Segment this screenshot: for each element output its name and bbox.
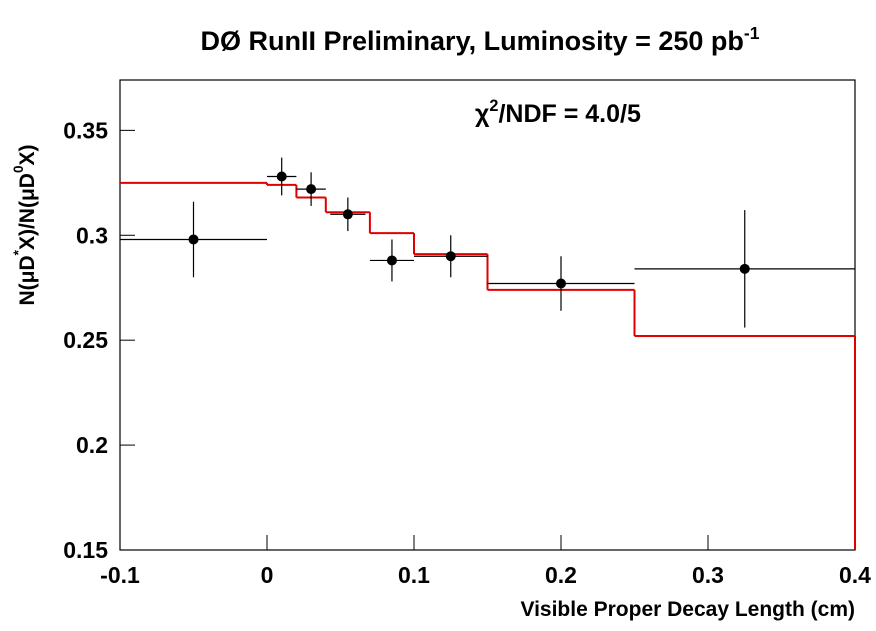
- text-part: X)/N(μD: [16, 173, 39, 250]
- superscript: -1: [744, 23, 760, 43]
- text-part: χ: [475, 100, 490, 128]
- superscript: 2: [489, 97, 498, 115]
- data-point: [276, 171, 287, 182]
- x-tick-label: -0.1: [100, 562, 140, 588]
- annotation: χ2/NDF = 4.0/5: [475, 97, 641, 128]
- x-axis-label: Visible Proper Decay Length (cm): [520, 598, 855, 621]
- data-point: [556, 278, 566, 289]
- data-point: [445, 251, 456, 262]
- superscript: 0: [11, 165, 26, 173]
- y-tick-label: 0.25: [63, 327, 108, 353]
- data-point: [306, 184, 317, 195]
- data-point: [386, 255, 397, 266]
- x-tick-label: 0.4: [839, 562, 871, 588]
- data-point: [739, 263, 750, 274]
- x-tick-label: 0: [261, 562, 274, 588]
- y-tick-label: 0.3: [76, 222, 108, 248]
- y-axis-label: N(μD*X)/N(μD0X): [11, 144, 39, 305]
- plot-frame: [119, 79, 856, 551]
- data-point: [188, 234, 199, 245]
- chart-title: DØ RunII Preliminary, Luminosity = 250 p…: [201, 23, 760, 56]
- text-part: /NDF = 4.0/5: [498, 100, 641, 128]
- y-tick-label: 0.2: [76, 432, 108, 458]
- text-part: X): [16, 144, 39, 165]
- text-part: N(μD: [16, 255, 39, 305]
- y-tick-label: 0.35: [63, 117, 108, 143]
- y-tick-label: 0.15: [63, 537, 108, 563]
- text-part: Visible Proper Decay Length (cm): [520, 598, 855, 621]
- x-tick-label: 0.3: [692, 562, 724, 588]
- x-tick-label: 0.1: [398, 562, 430, 588]
- text-part: DØ RunII Preliminary, Luminosity = 250 p…: [201, 26, 744, 56]
- x-tick-label: 0.2: [545, 562, 577, 588]
- data-point: [342, 209, 353, 220]
- superscript: *: [11, 249, 26, 255]
